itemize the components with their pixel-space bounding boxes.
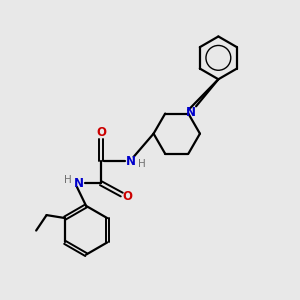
Text: O: O [122, 190, 132, 202]
Text: O: O [96, 126, 106, 139]
Text: H: H [138, 159, 146, 169]
Text: N: N [126, 155, 136, 168]
Text: N: N [74, 177, 84, 190]
Text: N: N [186, 106, 196, 119]
Text: H: H [64, 175, 72, 185]
